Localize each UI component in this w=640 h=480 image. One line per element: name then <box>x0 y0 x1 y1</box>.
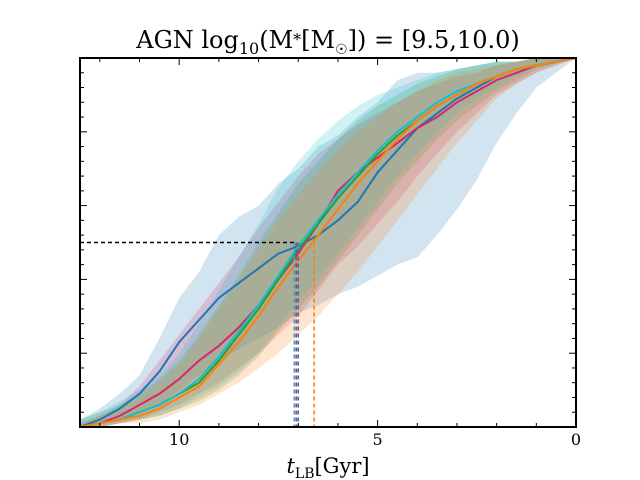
x-tick-label: 5 <box>373 430 383 449</box>
series-line-4 <box>80 58 576 427</box>
x-axis-label: tLB[Gyr] <box>286 454 369 480</box>
x-tick-label: 10 <box>169 430 189 449</box>
t50-markers <box>293 242 315 427</box>
confidence-bands <box>80 58 576 427</box>
band-1 <box>80 58 576 427</box>
band-3 <box>80 58 576 427</box>
band-2 <box>80 58 576 427</box>
chart-title: AGN log10(M*[M☉]) = [9.5,10.0) <box>135 26 519 58</box>
x-tick-labels: 10 5 0 <box>169 430 581 449</box>
band-0 <box>80 58 576 427</box>
x-tick-label: 0 <box>571 430 581 449</box>
plot-frame <box>79 57 577 428</box>
series-lines <box>80 58 576 427</box>
band-4 <box>80 58 576 427</box>
